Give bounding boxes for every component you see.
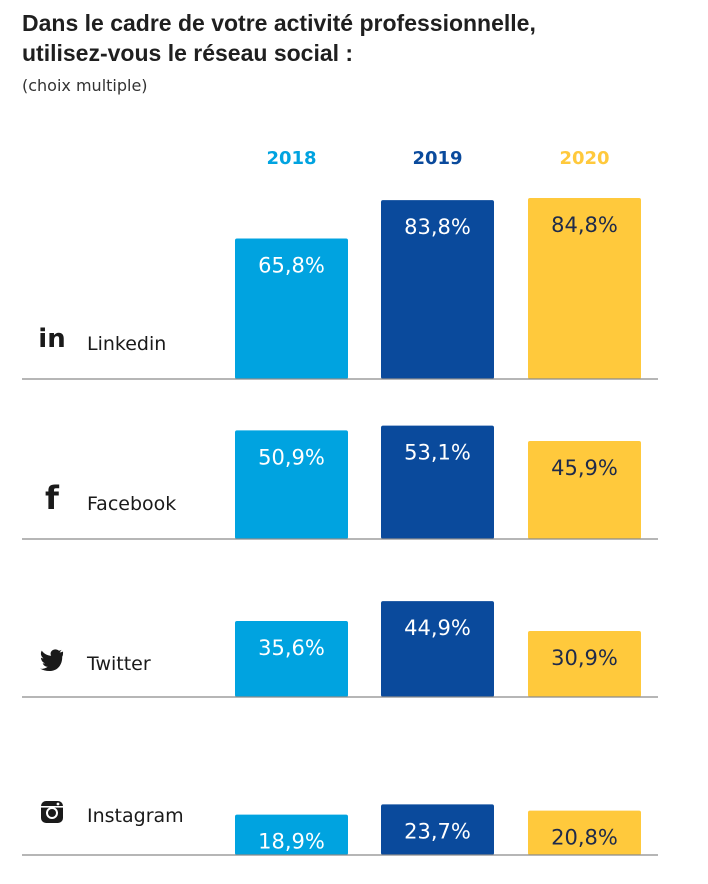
chart-subtitle: (choix multiple)	[22, 76, 148, 95]
value-label-twitter-2018: 35,6%	[258, 636, 325, 660]
value-label-instagram-2018: 18,9%	[258, 830, 325, 854]
network-label-twitter: Twitter	[86, 653, 151, 675]
year-header-2019: 2019	[412, 148, 462, 169]
value-label-linkedin-2020: 84,8%	[551, 213, 618, 237]
value-label-instagram-2020: 20,8%	[551, 826, 618, 850]
bar-linkedin-2020	[528, 198, 641, 379]
bar-linkedin-2018	[235, 238, 348, 379]
bar-instagram-2019	[381, 804, 494, 855]
category-linkedin: 65,8% 83,8% 84,8% Linkedin	[22, 198, 658, 380]
value-label-twitter-2019: 44,9%	[404, 616, 471, 640]
network-label-facebook: Facebook	[87, 493, 176, 515]
twitter-icon	[40, 649, 64, 672]
network-label-instagram: Instagram	[87, 805, 184, 827]
linkedin-icon: in	[38, 324, 65, 354]
svg-text:in: in	[38, 324, 65, 354]
bar-twitter-2018	[235, 621, 348, 697]
bar-facebook-2020	[528, 441, 641, 539]
category-twitter: 35,6% 44,9% 30,9% Twitter	[22, 601, 658, 698]
category-instagram: 18,9% 23,7% 20,8% Instagram	[22, 804, 658, 856]
facebook-icon: f	[45, 479, 60, 517]
value-label-linkedin-2019: 83,8%	[404, 215, 471, 239]
chart-title: Dans le cadre de votre activité professi…	[22, 8, 682, 68]
bar-instagram-2018	[235, 814, 348, 855]
bar-facebook-2018	[235, 430, 348, 539]
value-label-linkedin-2018: 65,8%	[258, 254, 325, 278]
value-label-instagram-2019: 23,7%	[404, 819, 471, 843]
value-label-facebook-2018: 50,9%	[258, 445, 325, 469]
svg-text:f: f	[45, 479, 60, 517]
value-label-facebook-2020: 45,9%	[551, 456, 618, 480]
title-line-1: Dans le cadre de votre activité professi…	[22, 10, 536, 36]
bar-facebook-2019	[381, 425, 494, 539]
bar-linkedin-2019	[381, 200, 494, 379]
bar-twitter-2019	[381, 601, 494, 697]
year-header-2018: 2018	[266, 148, 316, 169]
bar-twitter-2020	[528, 631, 641, 697]
title-line-2: utilisez-vous le réseau social :	[22, 40, 354, 66]
instagram-icon	[41, 801, 63, 823]
bar-instagram-2020	[528, 810, 641, 855]
year-header-2020: 2020	[559, 148, 609, 169]
value-label-facebook-2019: 53,1%	[404, 441, 471, 465]
category-facebook: 50,9% 53,1% 45,9% Facebook	[22, 425, 658, 540]
value-label-twitter-2020: 30,9%	[551, 646, 618, 670]
network-label-linkedin: Linkedin	[87, 333, 166, 355]
